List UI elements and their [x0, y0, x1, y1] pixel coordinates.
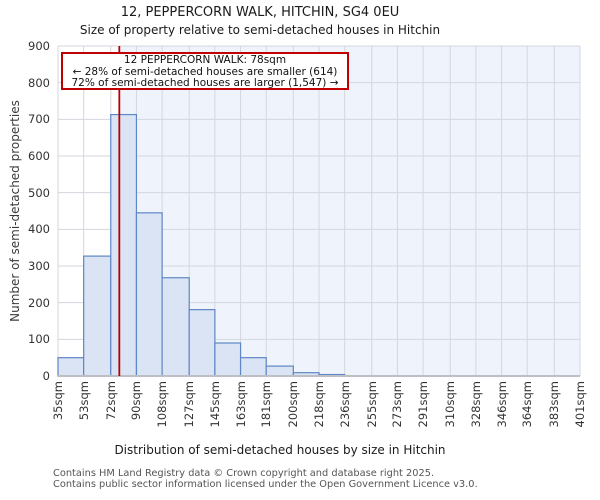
y-tick-label: 100: [28, 332, 50, 347]
y-tick-label: 800: [28, 75, 50, 90]
y-tick-label: 400: [28, 222, 50, 237]
histogram-bar: [214, 342, 242, 377]
y-tick-label: 200: [28, 295, 50, 310]
chart-title: 12, PEPPERCORN WALK, HITCHIN, SG4 0EU: [120, 5, 400, 20]
chart-subtitle: Size of property relative to semi-detach…: [79, 23, 441, 37]
y-tick-label: 900: [28, 39, 50, 53]
x-tick-label: 364sqm: [520, 381, 535, 428]
annotation-box: 12 PEPPERCORN WALK: 78sqm ← 28% of semi-…: [61, 52, 349, 90]
histogram-bar: [110, 113, 138, 377]
y-tick-label: 600: [28, 149, 50, 163]
histogram-bar: [265, 365, 294, 377]
x-tick-label: 401sqm: [573, 381, 587, 428]
histogram-bar: [83, 255, 112, 377]
x-tick-label: 72sqm: [103, 381, 118, 421]
x-tick-label: 255sqm: [364, 381, 379, 428]
histogram-bar: [135, 212, 163, 377]
attribution-line-2: Contains public sector information licen…: [53, 479, 478, 491]
x-tick-label: 163sqm: [233, 381, 248, 428]
x-tick-label: 218sqm: [312, 381, 326, 428]
y-tick-label: 300: [28, 259, 50, 273]
x-tick-label: 181sqm: [259, 381, 274, 428]
annotation-larger-line: 72% of semi-detached houses are larger (…: [71, 77, 339, 90]
x-tick-label: 90sqm: [129, 381, 144, 421]
x-tick-label: 200sqm: [286, 381, 301, 428]
x-tick-label: 145sqm: [207, 381, 222, 428]
histogram-bar: [188, 309, 216, 377]
x-tick-label: 53sqm: [76, 381, 91, 421]
x-tick-label: 346sqm: [494, 381, 509, 428]
y-tick-label: 0: [42, 369, 50, 383]
x-axis-title: Distribution of semi-detached houses by …: [114, 443, 446, 457]
y-axis-title: Number of semi-detached properties: [8, 100, 22, 322]
y-tick-label: 500: [28, 185, 50, 200]
x-tick-label: 328sqm: [468, 381, 483, 428]
attribution-line-1: Contains HM Land Registry data © Crown c…: [53, 468, 435, 479]
x-tick-label: 127sqm: [182, 381, 197, 428]
x-tick-label: 236sqm: [337, 381, 352, 428]
histogram-bar: [161, 277, 190, 377]
x-tick-label: 383sqm: [547, 381, 562, 428]
histogram-bar: [57, 357, 85, 377]
x-tick-label: 108sqm: [155, 381, 170, 428]
x-tick-label: 310sqm: [443, 381, 458, 428]
y-tick-label: 700: [28, 112, 50, 127]
annotation-property-line: 12 PEPPERCORN WALK: 78sqm: [123, 54, 287, 66]
x-tick-label: 291sqm: [416, 381, 431, 428]
histogram-bar: [239, 357, 267, 377]
x-tick-label: 35sqm: [51, 381, 65, 421]
x-tick-label: 273sqm: [390, 381, 405, 428]
annotation-smaller-line: ← 28% of semi-detached houses are smalle…: [72, 65, 338, 78]
attribution-footer: Contains HM Land Registry data © Crown c…: [53, 468, 478, 491]
